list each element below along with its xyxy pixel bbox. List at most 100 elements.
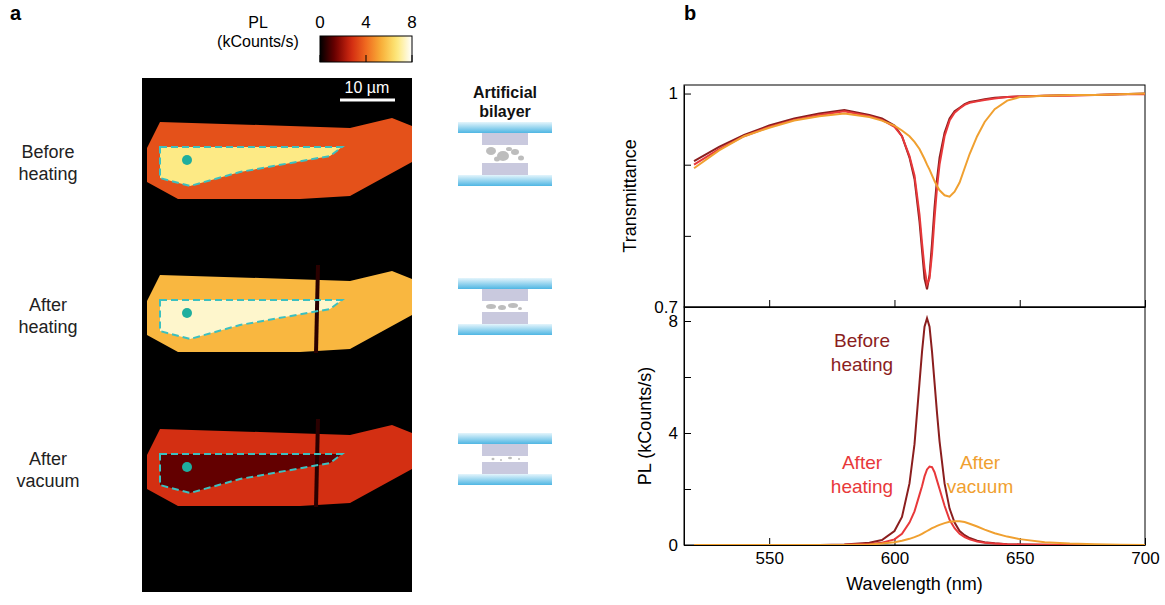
series-label-line: heating: [831, 476, 893, 497]
image-frame: [142, 78, 412, 592]
monolayer: [482, 163, 528, 175]
y-tick-mark: [684, 165, 691, 166]
y-tick-mark: [684, 377, 691, 378]
x-tick-mark: [1145, 300, 1146, 307]
crack: [316, 419, 318, 507]
substrate: [458, 433, 552, 444]
series-label-line: heating: [831, 354, 893, 375]
y-tick: 8: [669, 312, 691, 331]
row-label-line: vacuum: [16, 471, 79, 491]
x-tick-mark: [1020, 300, 1021, 307]
row-label-line: heating: [18, 164, 77, 184]
y-tick-label: 4: [669, 424, 678, 443]
bilayer-schematic: [458, 433, 552, 485]
bubble: [511, 149, 519, 155]
region-outline: [160, 147, 342, 186]
x-tick-mark: [769, 538, 770, 545]
row-label: Afterheating: [18, 295, 77, 337]
series-line: [694, 521, 1145, 545]
spot-marker: [182, 155, 192, 165]
line-panel: 550 600 650 700 0 4 8 Beforeheating After heating…: [635, 307, 1160, 594]
x-axis: 550 600 650 700: [685, 538, 1160, 568]
flake: [147, 118, 412, 199]
schematic-title: Artificialbilayer: [473, 84, 537, 120]
panel-letter: a: [10, 2, 22, 24]
y-tick-label: 1: [669, 84, 678, 103]
monolayer: [482, 289, 528, 301]
spot-marker: [182, 308, 192, 318]
y-axis: 0.71: [654, 84, 691, 316]
bubble: [486, 304, 496, 309]
substrate: [458, 278, 552, 289]
flake: [147, 425, 412, 506]
series-label-line: vacuum: [947, 476, 1014, 497]
plot-frame: [684, 85, 1145, 307]
y-tick: 4: [669, 424, 691, 443]
monolayer: [482, 312, 528, 324]
y-tick-mark: [684, 321, 691, 322]
figure: a048PL(kCounts/s)BeforeheatingAfterheati…: [0, 0, 1165, 605]
row-label-line: After: [29, 295, 67, 315]
monolayer: [482, 462, 528, 474]
bilayer-schematic: [458, 122, 552, 186]
plot-area: [694, 94, 1145, 290]
bubble: [518, 458, 520, 460]
bubble: [492, 458, 495, 460]
y-tick: 0: [669, 536, 691, 555]
scale-bar-label: 10 µm: [345, 79, 390, 96]
panel-a: a048PL(kCounts/s)BeforeheatingAfterheati…: [10, 2, 552, 592]
row-label-line: Before: [21, 142, 74, 162]
series-label: Beforeheating: [831, 330, 893, 375]
colorbar-tick-label: 0: [315, 13, 324, 32]
x-tick-label: 550: [755, 549, 783, 568]
bubble: [506, 147, 512, 151]
colorbar-tick-label: 8: [407, 13, 416, 32]
monolayer: [482, 133, 528, 145]
x-tick-mark: [894, 300, 895, 307]
y-axis: 0 4 8: [669, 308, 691, 555]
series-label-line: After: [960, 452, 1001, 473]
crack: [316, 265, 318, 353]
x-tick-mark: [1145, 538, 1146, 545]
y-axis-title: PL (kCounts/s): [635, 367, 655, 485]
y-axis-title: Transmittance: [620, 139, 640, 252]
x-tick-mark: [769, 300, 770, 307]
series-label-line: After: [842, 452, 883, 473]
series-label: After vacuum: [947, 452, 1014, 497]
bilayer-region: [160, 147, 342, 186]
bubble: [500, 459, 502, 461]
row-label-line: After: [29, 449, 67, 469]
y-tick-mark: [684, 489, 691, 490]
substrate: [458, 474, 552, 485]
x-tick: [1145, 300, 1146, 307]
colorbar-label: PL(kCounts/s): [217, 14, 299, 50]
bubble: [494, 157, 500, 162]
substrate: [458, 175, 552, 186]
scale-bar: [340, 99, 395, 102]
series-line: [694, 94, 1145, 197]
row-label: Aftervacuum: [16, 449, 79, 491]
y-tick-mark: [684, 433, 691, 434]
region-outline: [160, 454, 342, 493]
region-outline: [160, 300, 342, 339]
colorbar-tick: [366, 55, 367, 62]
bubble: [486, 147, 496, 155]
bubble: [498, 305, 506, 310]
monolayer: [482, 444, 528, 456]
spot-marker: [182, 462, 192, 472]
colorbar: [320, 36, 412, 62]
colorbar-label-line: (kCounts/s): [217, 33, 299, 50]
y-tick: [684, 165, 691, 166]
x-tick: 550: [755, 538, 783, 568]
x-tick-label: 700: [1131, 549, 1159, 568]
y-tick: [684, 236, 691, 237]
x-axis-line: [685, 545, 1146, 546]
y-tick: [684, 377, 691, 378]
flake: [147, 271, 412, 352]
y-tick-label: 0: [669, 536, 678, 555]
x-tick: 650: [1006, 538, 1034, 568]
bilayer-schematic: [458, 278, 552, 335]
bubble: [518, 156, 524, 161]
x-tick-label: 600: [881, 549, 909, 568]
substrate: [458, 324, 552, 335]
